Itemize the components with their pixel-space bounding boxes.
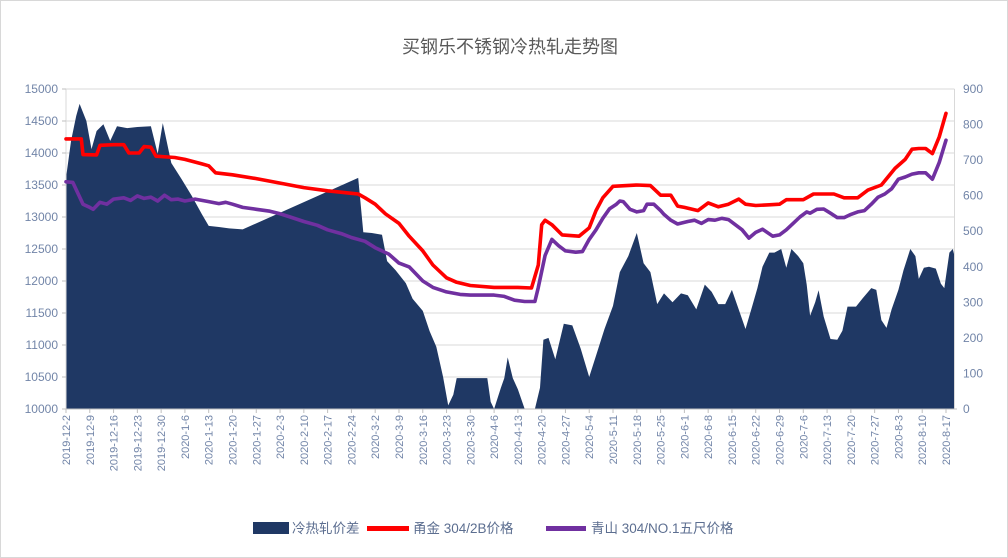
legend-swatch-price-spread [253,522,289,534]
x-tick-label: 2020-6-1 [679,415,691,459]
x-tick-label: 2020-7-6 [798,415,810,459]
legend-swatch-yongjin-304-2b [367,526,409,531]
y-left-tick-label: 15000 [25,82,59,96]
chart-title: 买钢乐不锈钢冷热轧走势图 [402,37,618,57]
x-tick-label: 2019-12-30 [156,415,168,471]
x-tick-label: 2020-5-4 [584,415,596,459]
x-tick-label: 2020-2-17 [323,415,335,465]
x-tick-label: 2020-1-6 [180,415,192,459]
x-tick-label: 2020-2-24 [346,415,358,465]
x-tick-label: 2019-12-23 [132,415,144,471]
legend-label-yongjin-304-2b: 甬金 304/2B价格 [413,521,514,536]
x-tick-label: 2020-4-6 [489,415,501,459]
y-right-tick-label: 600 [963,189,983,203]
line-series-1 [64,111,948,290]
y-right-tick-label: 200 [963,331,983,345]
x-tick-label: 2020-6-15 [727,415,739,465]
y-right-tick-label: 700 [963,153,983,167]
y-axis-left-labels: 15000 14500 14000 13500 13000 12500 12000 11500… [25,82,66,416]
y-right-tick-label: 400 [963,260,983,274]
x-tick-label: 2020-5-18 [632,415,644,465]
y-left-tick-label: 10500 [25,370,59,384]
y-left-tick-label: 14500 [25,114,59,128]
y-left-tick-label: 12500 [25,242,59,256]
x-tick-label: 2020-5-25 [656,415,668,465]
line-series-layer [64,111,948,304]
y-left-tick-label: 13000 [25,210,59,224]
y-right-tick-label: 0 [963,402,970,416]
y-left-tick-label: 13500 [25,178,59,192]
legend-swatch-qingshan-304-no1 [546,526,586,531]
x-tick-label: 2019-12-16 [109,415,121,471]
y-right-tick-label: 500 [963,224,983,238]
x-tick-label: 2020-5-11 [608,415,620,464]
x-tick-label: 2020-6-8 [703,415,715,459]
y-right-tick-label: 300 [963,295,983,309]
x-tick-label: 2020-3-30 [465,415,477,465]
x-tick-label: 2020-3-2 [370,415,382,459]
y-right-tick-label: 800 [963,118,983,132]
x-tick-label: 2020-6-22 [751,415,763,465]
x-tick-label: 2020-7-20 [846,415,858,465]
y-left-tick-label: 11000 [26,338,59,352]
legend: 冷热轧价差 甬金 304/2B价格 青山 304/NO.1五尺价格 [253,521,734,536]
x-tick-label: 2020-8-10 [917,415,929,465]
x-tick-label: 2020-6-29 [775,415,787,465]
x-tick-label: 2020-3-23 [442,415,454,465]
x-tick-label: 2020-7-13 [822,415,834,465]
x-tick-label: 2019-12-2 [61,415,73,465]
legend-label-price-spread: 冷热轧价差 [292,521,360,536]
area-series-layer [66,103,955,410]
x-tick-label: 2020-4-27 [560,415,572,465]
x-tick-label: 2020-8-17 [941,415,953,465]
x-tick-label: 2020-1-27 [251,415,263,465]
y-left-tick-label: 11500 [26,306,59,320]
y-left-tick-label: 12000 [25,274,59,288]
x-tick-label: 2020-3-9 [394,415,406,459]
x-tick-label: 2019-12-9 [85,415,97,465]
y-axis-right-labels: 900 800 700 600 500 400 300 200 100 0 [963,82,983,416]
x-tick-label: 2020-2-3 [275,415,287,459]
x-tick-label: 2020-3-16 [418,415,430,465]
x-axis-labels: 2019-12-2 2019-12-9 2019-12-16 2019-12-23 20… [61,409,953,471]
x-tick-label: 2020-4-20 [537,415,549,465]
x-tick-label: 2020-1-20 [227,415,239,465]
legend-label-qingshan-304-no1: 青山 304/NO.1五尺价格 [591,521,734,536]
y-right-tick-label: 100 [963,366,983,380]
x-tick-label: 2020-1-13 [204,415,216,465]
y-right-tick-label: 900 [963,82,983,96]
x-tick-label: 2020-2-10 [299,415,311,465]
y-left-tick-label: 14000 [25,146,59,160]
area-series-price-spread [66,103,955,410]
line-series-2 [64,138,948,304]
y-left-tick-label: 10000 [25,402,59,416]
x-tick-label: 2020-7-27 [870,415,882,465]
x-tick-label: 2020-8-3 [893,415,905,459]
x-tick-label: 2020-4-13 [513,415,525,465]
